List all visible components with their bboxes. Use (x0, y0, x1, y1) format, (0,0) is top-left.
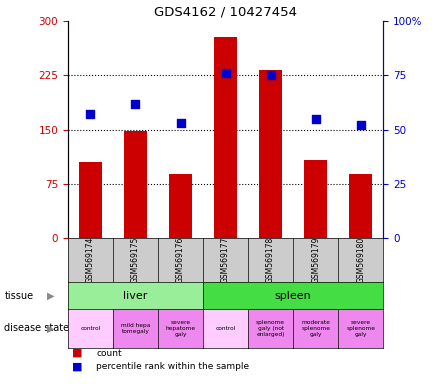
Text: severe
splenome
galy: severe splenome galy (346, 320, 375, 337)
Text: GSM569176: GSM569176 (176, 237, 185, 283)
Bar (214, 37, 237, 238)
Bar (79, 162, 102, 238)
Text: control: control (80, 326, 101, 331)
Text: ■: ■ (72, 348, 83, 358)
Bar (124, 131, 147, 238)
Text: tissue: tissue (4, 291, 33, 301)
Point (132, 101, 139, 107)
Text: ▶: ▶ (46, 323, 54, 333)
Text: count: count (96, 349, 122, 358)
Text: splenome
galy (not
enlarged): splenome galy (not enlarged) (256, 320, 285, 337)
Bar (304, 160, 327, 238)
Point (312, 116, 319, 122)
Text: GSM569179: GSM569179 (311, 237, 320, 283)
Bar (169, 174, 192, 238)
Text: control: control (215, 326, 236, 331)
Text: severe
hepatome
galy: severe hepatome galy (166, 320, 196, 337)
Bar (259, 70, 282, 238)
Text: percentile rank within the sample: percentile rank within the sample (96, 362, 250, 371)
Text: disease state: disease state (4, 323, 70, 333)
Text: GSM569174: GSM569174 (86, 237, 95, 283)
Text: GSM569175: GSM569175 (131, 237, 140, 283)
Title: GDS4162 / 10427454: GDS4162 / 10427454 (154, 5, 297, 18)
Text: ■: ■ (72, 362, 83, 372)
Point (177, 120, 184, 126)
Text: GSM569180: GSM569180 (356, 237, 365, 283)
Point (87, 111, 94, 118)
Text: mild hepa
tomegaly: mild hepa tomegaly (121, 323, 150, 334)
Point (222, 70, 229, 76)
Text: liver: liver (123, 291, 148, 301)
Point (267, 72, 274, 78)
Text: GSM569177: GSM569177 (221, 237, 230, 283)
Text: spleen: spleen (275, 291, 311, 301)
Text: ▶: ▶ (46, 291, 54, 301)
Text: moderate
splenome
galy: moderate splenome galy (301, 320, 330, 337)
Point (357, 122, 364, 128)
Bar (350, 174, 372, 238)
Text: GSM569178: GSM569178 (266, 237, 275, 283)
